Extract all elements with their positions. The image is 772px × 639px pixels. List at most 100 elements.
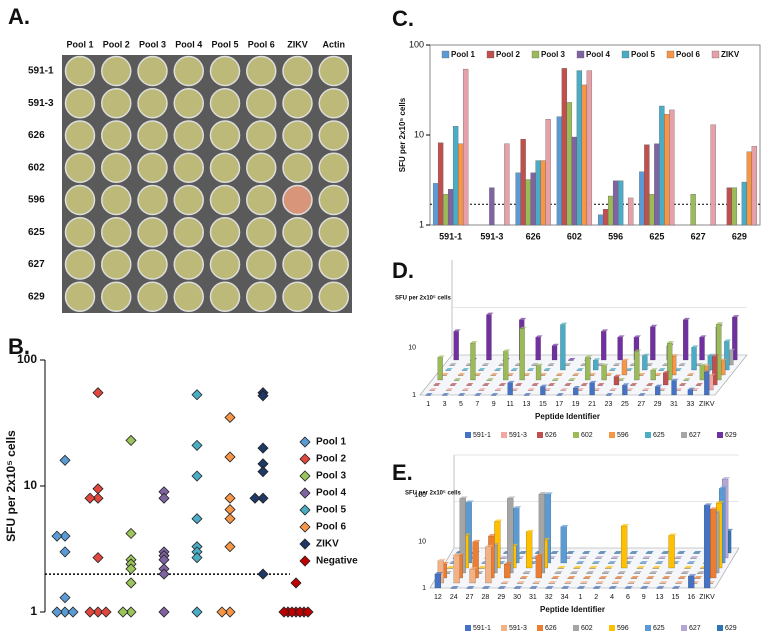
bar bbox=[566, 552, 573, 554]
well bbox=[246, 217, 277, 248]
bar bbox=[646, 384, 652, 386]
well bbox=[101, 217, 132, 248]
x-tick-label: 6 bbox=[626, 594, 630, 601]
bar bbox=[650, 326, 656, 361]
bar bbox=[597, 214, 604, 226]
bar bbox=[642, 557, 650, 559]
well bbox=[137, 217, 168, 248]
column-label: Pool 2 bbox=[103, 39, 130, 49]
bar bbox=[519, 552, 526, 554]
bar-top bbox=[675, 581, 684, 583]
panel-label: D. bbox=[392, 258, 414, 283]
bar bbox=[622, 385, 628, 396]
legend-label: Pool 1 bbox=[316, 437, 346, 448]
legend-label: Pool 6 bbox=[676, 50, 701, 59]
well bbox=[137, 184, 168, 216]
bar bbox=[432, 183, 439, 226]
legend-swatch bbox=[609, 625, 615, 631]
bar bbox=[643, 582, 650, 584]
bar-top bbox=[577, 388, 585, 390]
x-tick-label: ZIKV bbox=[699, 594, 715, 601]
bar bbox=[545, 587, 552, 589]
bar-top bbox=[507, 496, 516, 499]
data-point bbox=[224, 451, 236, 463]
legend-swatch bbox=[537, 625, 543, 631]
well bbox=[173, 217, 204, 248]
bar-top bbox=[545, 586, 554, 588]
y-tick-label: 10 bbox=[24, 478, 38, 492]
column-label: Actin bbox=[323, 39, 346, 49]
bar-top bbox=[671, 354, 679, 357]
bar bbox=[586, 70, 593, 226]
bar-top bbox=[638, 373, 646, 375]
bar-top bbox=[659, 581, 668, 583]
bar bbox=[649, 194, 655, 226]
well bbox=[137, 55, 168, 87]
data-point bbox=[224, 606, 236, 618]
well bbox=[318, 217, 349, 248]
bar bbox=[655, 386, 661, 396]
bar bbox=[656, 587, 663, 589]
bar bbox=[513, 587, 521, 589]
y-axis-label: SFU per 2x10⁵ cells bbox=[398, 97, 407, 172]
bar-top bbox=[517, 581, 526, 583]
legend-label: 629 bbox=[725, 625, 737, 632]
bar-top bbox=[466, 383, 474, 385]
bar bbox=[490, 374, 496, 376]
well bbox=[209, 249, 241, 280]
legend-swatch bbox=[717, 625, 723, 631]
bar bbox=[564, 384, 570, 386]
well bbox=[246, 249, 277, 280]
bar bbox=[527, 389, 534, 391]
y-tick-label: 100 bbox=[409, 39, 424, 49]
bar bbox=[494, 369, 500, 371]
well bbox=[173, 249, 204, 280]
bar bbox=[429, 389, 435, 391]
bar bbox=[613, 364, 619, 366]
bar-top bbox=[642, 556, 651, 558]
bar-top bbox=[601, 329, 609, 332]
bar-top bbox=[579, 556, 588, 558]
well bbox=[282, 55, 313, 87]
bar bbox=[589, 382, 595, 396]
bar bbox=[573, 567, 580, 569]
bar-top bbox=[544, 388, 552, 390]
well bbox=[318, 249, 349, 280]
legend-label: 591-1 bbox=[473, 625, 491, 632]
bar-top bbox=[688, 574, 697, 577]
bar bbox=[649, 572, 656, 574]
bar-top bbox=[621, 358, 629, 361]
bar bbox=[642, 389, 648, 391]
bar bbox=[654, 143, 660, 226]
legend-label: Pool 3 bbox=[316, 471, 346, 482]
data-point bbox=[92, 387, 104, 399]
well bbox=[209, 88, 241, 119]
row-label: 625 bbox=[28, 227, 45, 238]
bar bbox=[693, 552, 700, 554]
well bbox=[246, 281, 277, 312]
bar-top bbox=[458, 373, 466, 375]
bar bbox=[548, 384, 554, 386]
bar bbox=[516, 582, 524, 584]
well bbox=[282, 152, 313, 183]
bar bbox=[495, 389, 501, 391]
bar bbox=[576, 369, 582, 371]
data-point bbox=[257, 568, 269, 580]
bar-top bbox=[621, 524, 630, 527]
bar bbox=[504, 563, 511, 579]
bar bbox=[507, 498, 514, 574]
x-tick-label: 19 bbox=[572, 401, 580, 408]
x-tick-label: 4 bbox=[610, 594, 614, 601]
bar bbox=[531, 364, 537, 366]
well bbox=[209, 281, 241, 312]
legend-label: 602 bbox=[581, 625, 593, 632]
bar bbox=[566, 102, 573, 226]
data-point bbox=[59, 592, 71, 604]
bar bbox=[601, 365, 607, 381]
legend-marker bbox=[299, 487, 311, 499]
bar bbox=[633, 572, 641, 574]
x-tick-label: 21 bbox=[588, 401, 596, 408]
bar-top bbox=[658, 556, 667, 558]
well bbox=[318, 281, 349, 312]
bar bbox=[629, 552, 637, 554]
